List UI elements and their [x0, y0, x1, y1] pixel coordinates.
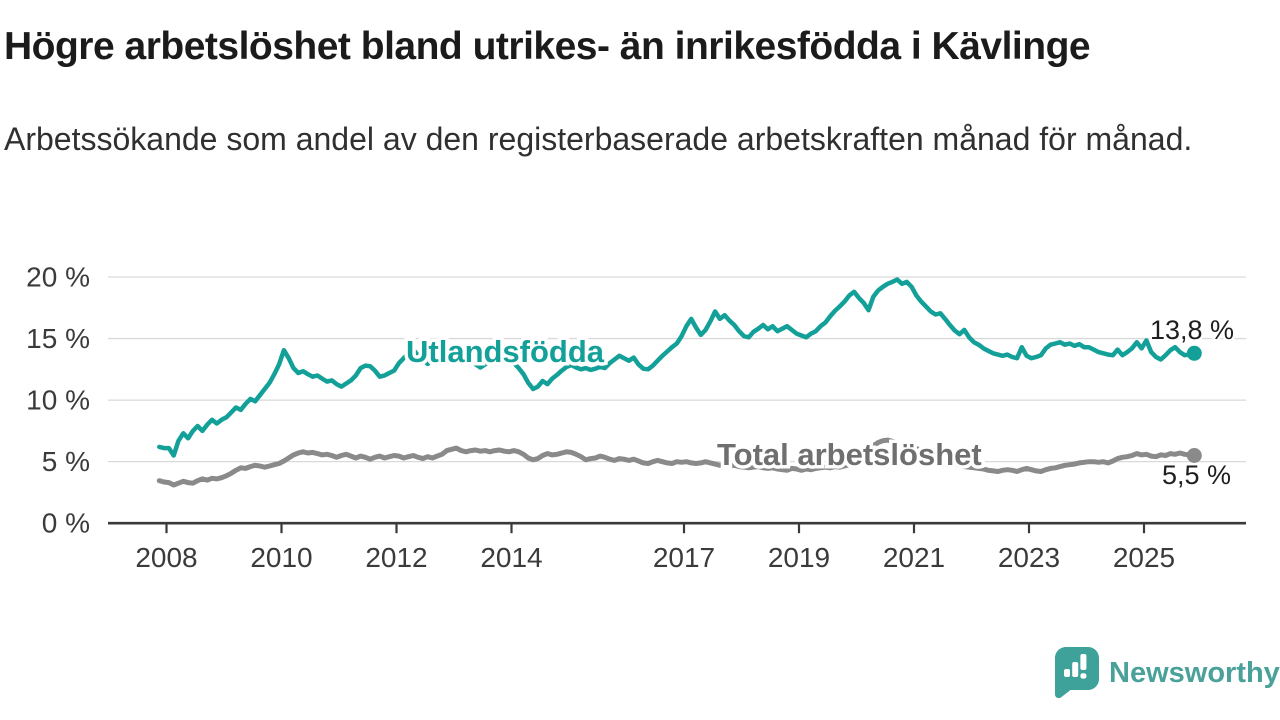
newsworthy-logo-text: Newsworthy	[1109, 656, 1280, 689]
series-label-total-arbetsloshet: Total arbetslöshet	[717, 437, 982, 472]
x-tick-label: 2012	[365, 542, 427, 573]
y-tick-label: 10 %	[26, 385, 90, 416]
end-value-total-arbetsloshet: 5,5 %	[1162, 460, 1231, 490]
x-tick-label: 2008	[135, 542, 197, 573]
x-tick-label: 2023	[998, 542, 1060, 573]
series-line-total-arbetsloshet	[156, 437, 1197, 488]
x-axis: 2008 2010 2012 2014 2017 2019 2021 2023 2025	[135, 524, 1175, 573]
y-tick-label: 5 %	[42, 446, 90, 477]
y-tick-label: 0 %	[42, 508, 90, 539]
newsworthy-logo-icon	[1055, 647, 1099, 699]
chart-subtitle: Arbetssökande som andel av den registerb…	[4, 121, 1193, 157]
x-tick-label: 2014	[480, 542, 542, 573]
x-tick-label: 2010	[250, 542, 312, 573]
newsworthy-logo: Newsworthy	[1054, 646, 1280, 700]
end-dot-total-arbetsloshet	[1186, 448, 1202, 463]
end-value-utlandsfodda: 13,8 %	[1150, 315, 1234, 345]
y-tick-label: 15 %	[26, 323, 90, 354]
x-tick-label: 2025	[1113, 542, 1175, 573]
x-tick-label: 2017	[653, 542, 715, 573]
series-line-utlandsfodda	[157, 277, 1197, 458]
gridlines	[108, 276, 1246, 525]
series-label-utlandsfodda: Utlandsfödda	[406, 334, 605, 369]
x-tick-label: 2021	[883, 542, 945, 573]
y-tick-label: 20 %	[26, 262, 90, 293]
x-tick-label: 2019	[768, 542, 830, 573]
end-dot-utlandsfodda	[1186, 345, 1202, 361]
y-axis-labels: 20 % 15 % 10 % 5 % 0 %	[26, 262, 90, 539]
chart-title: Högre arbetslöshet bland utrikes- än inr…	[4, 25, 1091, 68]
